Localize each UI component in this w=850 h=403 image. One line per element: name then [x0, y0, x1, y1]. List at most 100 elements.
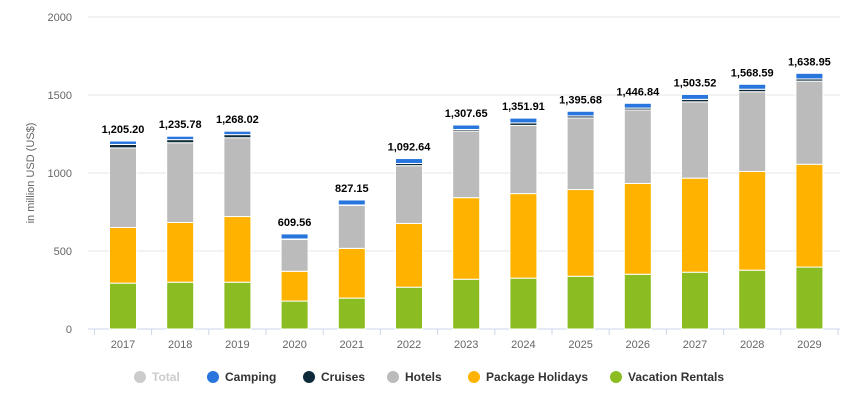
legend-item-total[interactable]: Total	[134, 370, 180, 384]
bar-segment-vacation-rentals[interactable]	[166, 281, 195, 330]
y-tick-label: 0	[66, 324, 72, 336]
bar-segment-package-holidays[interactable]	[738, 170, 767, 271]
bar-segment-vacation-rentals[interactable]	[681, 271, 709, 330]
total-data-label: 1,351.91	[502, 101, 545, 113]
bar-segment-hotels[interactable]	[452, 130, 481, 199]
legend-marker	[303, 371, 315, 383]
bar-stack-2021: 827.15	[335, 183, 369, 330]
bar-segment-vacation-rentals[interactable]	[566, 275, 595, 330]
bar-segment-camping[interactable]	[738, 83, 767, 90]
legend-item-vacation-rentals[interactable]: Vacation Rentals	[610, 370, 724, 384]
x-tick-label: 2024	[511, 339, 535, 351]
bar-stack-2026: 1,446.84	[616, 86, 660, 330]
total-data-label: 827.15	[335, 183, 369, 195]
bar-segment-hotels[interactable]	[280, 238, 309, 272]
x-tick-label: 2026	[626, 339, 650, 351]
bar-segment-vacation-rentals[interactable]	[280, 300, 309, 330]
bar-segment-hotels[interactable]	[337, 204, 366, 249]
legend-item-camping[interactable]: Camping	[207, 370, 276, 384]
bar-segment-vacation-rentals[interactable]	[395, 286, 423, 330]
total-data-label: 1,395.68	[559, 94, 602, 106]
bar-segment-vacation-rentals[interactable]	[795, 266, 824, 330]
bar-stack-2020: 609.56	[278, 217, 311, 330]
bar-segment-package-holidays[interactable]	[795, 163, 824, 268]
legend-marker	[134, 371, 146, 383]
bars: 1,205.20 1,235.78 1,268.02 609.56 827.15 1,09…	[102, 56, 831, 330]
bar-segment-camping[interactable]	[223, 130, 252, 136]
bar-segment-hotels[interactable]	[223, 137, 252, 218]
bar-segment-hotels[interactable]	[395, 165, 423, 224]
legend-label: Camping	[225, 370, 276, 384]
bar-segment-hotels[interactable]	[509, 124, 538, 195]
bar-segment-camping[interactable]	[337, 199, 366, 206]
y-tick-label: 2000	[48, 12, 72, 24]
x-tick-label: 2018	[168, 339, 192, 351]
bar-stack-2022: 1,092.64	[388, 142, 431, 330]
x-tick-label: 2017	[111, 339, 135, 351]
bar-segment-hotels[interactable]	[681, 101, 709, 179]
legend-marker	[387, 371, 399, 383]
bar-segment-cruises[interactable]	[109, 143, 137, 149]
bar-segment-hotels[interactable]	[738, 91, 767, 172]
bar-segment-package-holidays[interactable]	[566, 189, 595, 277]
bar-segment-camping[interactable]	[452, 124, 481, 130]
x-tick-label: 2023	[454, 339, 478, 351]
bar-segment-camping[interactable]	[623, 102, 652, 109]
bar-segment-package-holidays[interactable]	[280, 270, 309, 302]
x-tick-label: 2029	[797, 339, 821, 351]
bar-segment-package-holidays[interactable]	[623, 182, 652, 275]
legend-item-hotels[interactable]: Hotels	[387, 370, 442, 384]
y-tick-label: 500	[54, 246, 72, 258]
bar-segment-camping[interactable]	[795, 72, 824, 80]
total-data-label: 1,503.52	[674, 77, 717, 89]
bar-stack-2027: 1,503.52	[674, 77, 717, 330]
bar-segment-package-holidays[interactable]	[681, 177, 709, 273]
bar-segment-package-holidays[interactable]	[166, 221, 195, 283]
bar-segment-camping[interactable]	[280, 233, 309, 240]
bar-segment-vacation-rentals[interactable]	[623, 273, 652, 330]
legend-item-cruises[interactable]: Cruises	[303, 370, 365, 384]
legend-marker	[207, 371, 219, 383]
bar-stack-2029: 1,638.95	[788, 56, 831, 330]
bar-segment-vacation-rentals[interactable]	[223, 281, 252, 330]
bar-segment-camping[interactable]	[109, 140, 137, 145]
bar-stack-2018: 1,235.78	[159, 119, 202, 330]
bar-segment-vacation-rentals[interactable]	[509, 277, 538, 330]
bar-segment-package-holidays[interactable]	[223, 216, 252, 283]
total-data-label: 1,205.20	[102, 124, 145, 136]
total-data-label: 1,446.84	[616, 86, 660, 98]
legend-item-package-holidays[interactable]: Package Holidays	[468, 370, 588, 384]
bar-segment-hotels[interactable]	[566, 117, 595, 191]
bar-segment-vacation-rentals[interactable]	[452, 278, 481, 330]
y-axis-ticks: 0 500 1000 1500 2000	[48, 12, 72, 336]
bar-segment-hotels[interactable]	[795, 80, 824, 165]
x-tick-label: 2020	[282, 339, 306, 351]
bar-segment-package-holidays[interactable]	[109, 226, 137, 284]
x-tick-label: 2022	[397, 339, 421, 351]
bar-stack-2023: 1,307.65	[445, 108, 488, 330]
bar-segment-package-holidays[interactable]	[395, 222, 423, 288]
y-tick-label: 1000	[48, 168, 72, 180]
bar-segment-camping[interactable]	[509, 117, 538, 124]
legend-label: Hotels	[405, 370, 442, 384]
bar-segment-vacation-rentals[interactable]	[337, 297, 366, 330]
bar-segment-hotels[interactable]	[623, 109, 652, 184]
total-data-label: 1,268.02	[216, 114, 259, 126]
x-tick-label: 2028	[740, 339, 764, 351]
x-tick-label: 2021	[340, 339, 364, 351]
bar-segment-package-holidays[interactable]	[509, 193, 538, 279]
y-axis-label: in million USD (US$)	[25, 123, 37, 224]
bar-segment-camping[interactable]	[166, 135, 195, 141]
total-data-label: 1,307.65	[445, 108, 488, 120]
bar-segment-camping[interactable]	[395, 158, 423, 164]
bar-segment-vacation-rentals[interactable]	[738, 269, 767, 330]
legend-label: Vacation Rentals	[628, 370, 724, 384]
bar-segment-hotels[interactable]	[166, 142, 195, 223]
bar-segment-package-holidays[interactable]	[337, 247, 366, 299]
legend: Total Camping Cruises Hotels Package Holiday…	[134, 370, 724, 384]
bar-segment-package-holidays[interactable]	[452, 197, 481, 280]
bar-segment-camping[interactable]	[566, 110, 595, 117]
bar-segment-hotels[interactable]	[109, 147, 137, 228]
bar-segment-vacation-rentals[interactable]	[109, 282, 137, 330]
bar-segment-camping[interactable]	[681, 93, 709, 100]
